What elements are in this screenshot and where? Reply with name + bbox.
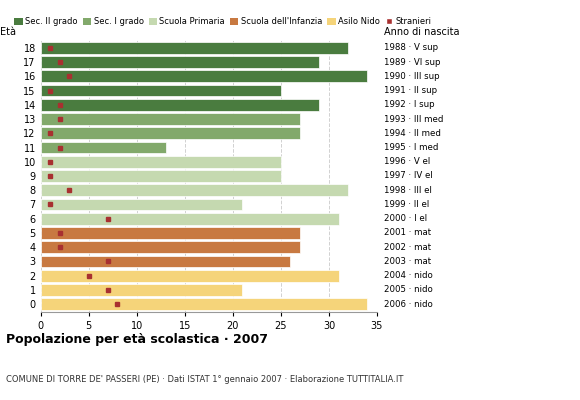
Bar [41, 42, 348, 54]
Bar [41, 142, 165, 153]
Bar [41, 170, 281, 182]
Text: Età: Età [0, 27, 16, 37]
Bar [41, 199, 242, 210]
Legend: Sec. II grado, Sec. I grado, Scuola Primaria, Scuola dell'Infanzia, Asilo Nido, : Sec. II grado, Sec. I grado, Scuola Prim… [14, 17, 432, 26]
Text: Popolazione per età scolastica · 2007: Popolazione per età scolastica · 2007 [6, 333, 268, 346]
Text: 1994 · II med: 1994 · II med [384, 129, 441, 138]
Bar [41, 298, 367, 310]
Bar [41, 213, 339, 224]
Text: 1989 · VI sup: 1989 · VI sup [384, 58, 440, 66]
Bar [41, 270, 339, 282]
Text: 1988 · V sup: 1988 · V sup [384, 43, 438, 52]
Bar [41, 99, 320, 111]
Bar [41, 56, 320, 68]
Bar [41, 128, 300, 139]
Text: 2004 · nido: 2004 · nido [384, 271, 433, 280]
Text: 1991 · II sup: 1991 · II sup [384, 86, 437, 95]
Bar [41, 156, 281, 168]
Text: Anno di nascita: Anno di nascita [384, 27, 459, 37]
Text: 1998 · III el: 1998 · III el [384, 186, 432, 195]
Bar [41, 241, 300, 253]
Text: COMUNE DI TORRE DE' PASSERI (PE) · Dati ISTAT 1° gennaio 2007 · Elaborazione TUT: COMUNE DI TORRE DE' PASSERI (PE) · Dati … [6, 375, 403, 384]
Text: 2005 · nido: 2005 · nido [384, 286, 433, 294]
Text: 1999 · II el: 1999 · II el [384, 200, 429, 209]
Text: 2000 · I el: 2000 · I el [384, 214, 427, 223]
Text: 1997 · IV el: 1997 · IV el [384, 172, 433, 180]
Text: 2002 · mat: 2002 · mat [384, 243, 431, 252]
Bar [41, 284, 242, 296]
Text: 2001 · mat: 2001 · mat [384, 228, 431, 238]
Bar [41, 113, 300, 125]
Bar [41, 184, 348, 196]
Text: 2003 · mat: 2003 · mat [384, 257, 431, 266]
Text: 2006 · nido: 2006 · nido [384, 300, 433, 309]
Bar [41, 70, 367, 82]
Text: 1993 · III med: 1993 · III med [384, 114, 443, 124]
Text: 1996 · V el: 1996 · V el [384, 157, 430, 166]
Text: 1995 · I med: 1995 · I med [384, 143, 438, 152]
Bar [41, 227, 300, 239]
Bar [41, 256, 291, 267]
Text: 1992 · I sup: 1992 · I sup [384, 100, 434, 109]
Text: 1990 · III sup: 1990 · III sup [384, 72, 440, 81]
Bar [41, 85, 281, 96]
